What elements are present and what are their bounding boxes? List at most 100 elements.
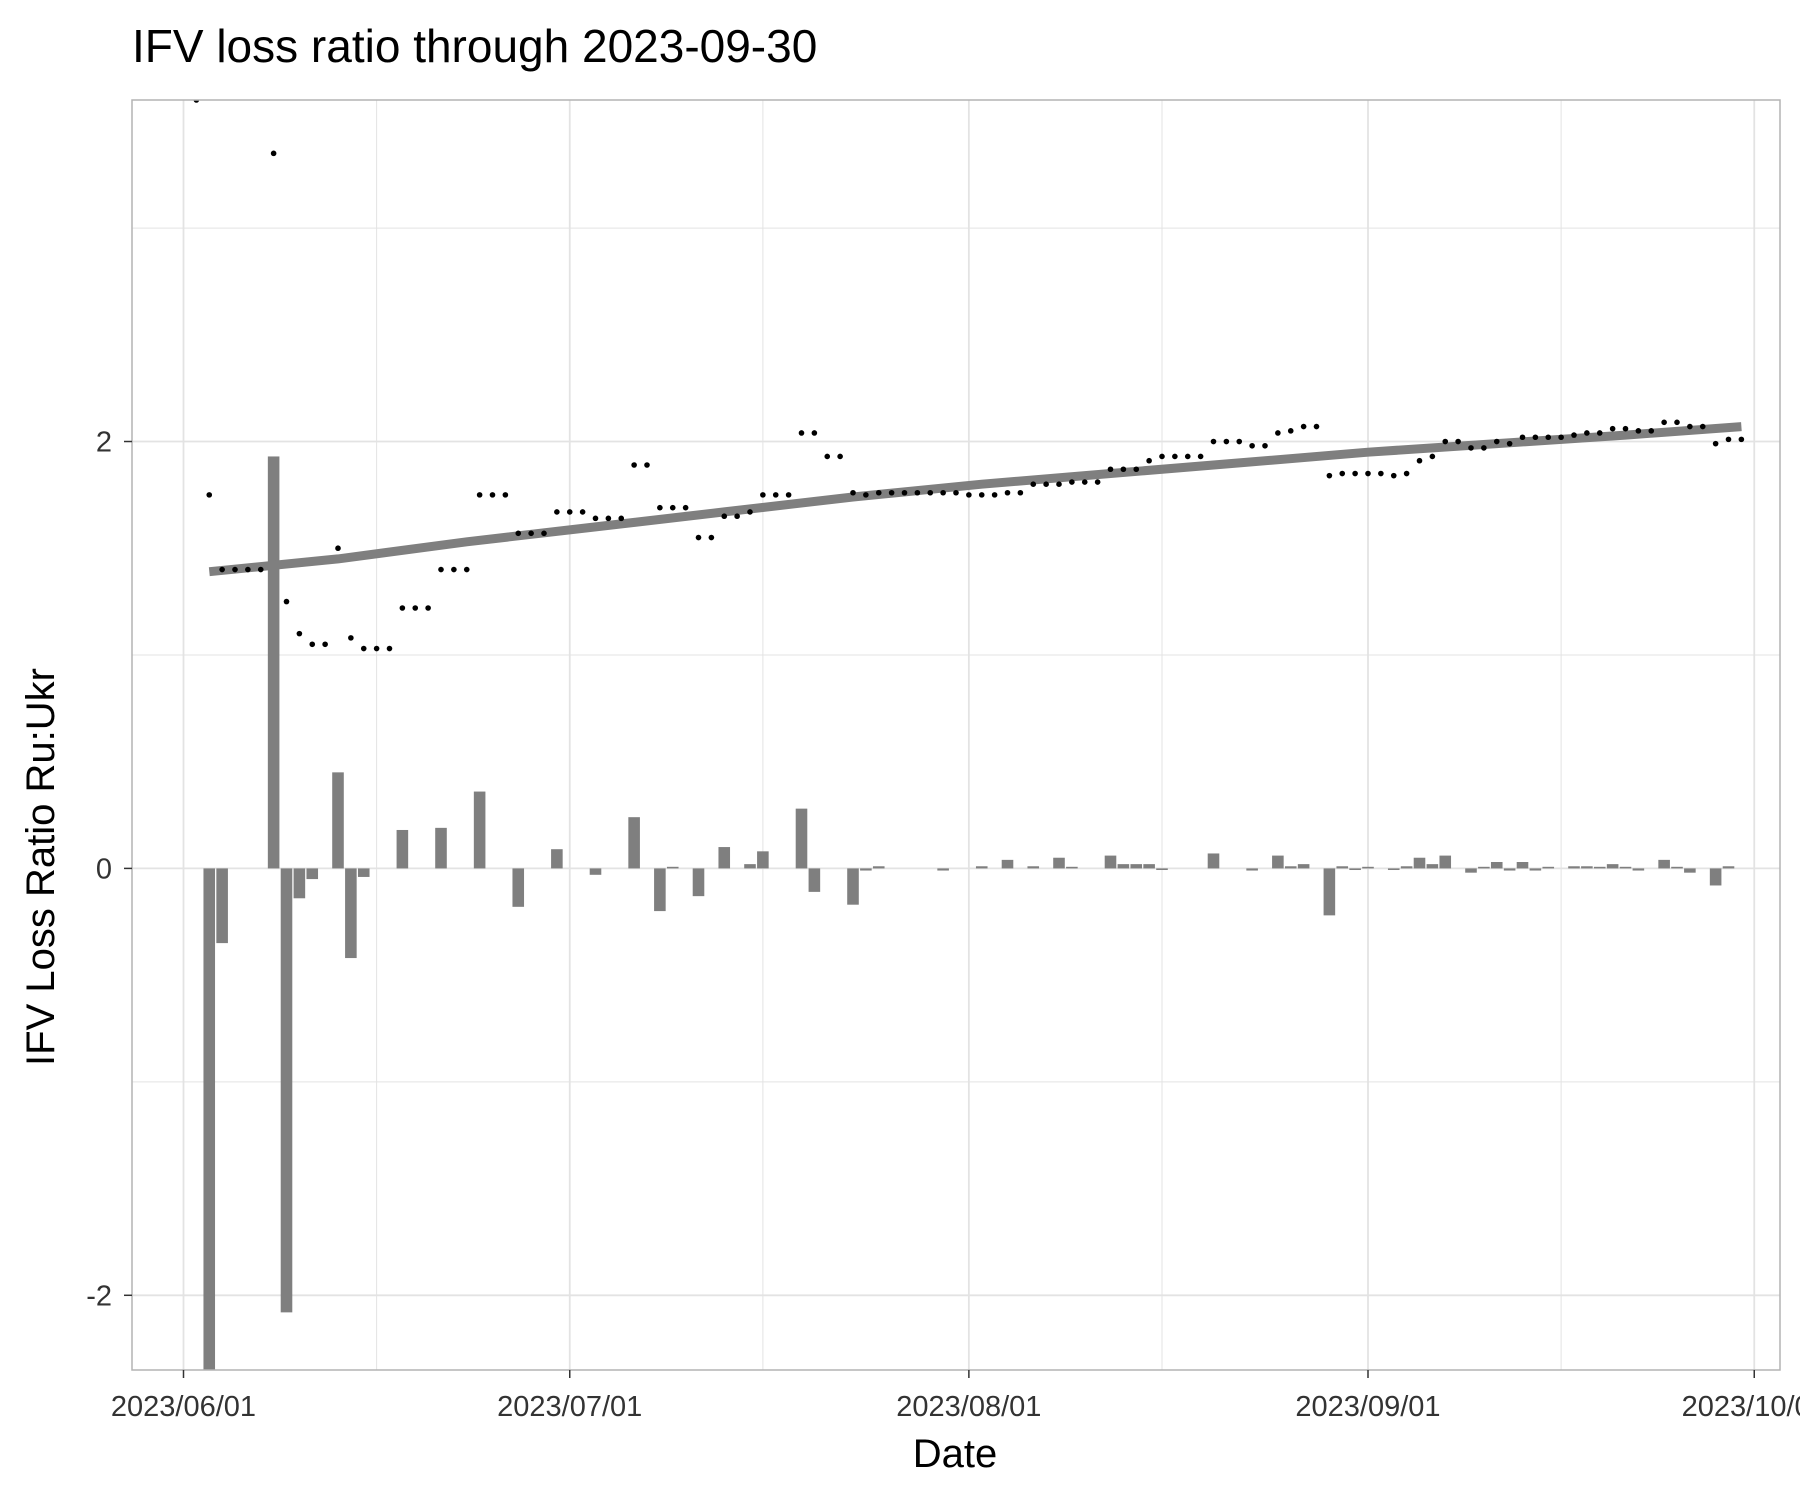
data-point [1481,445,1487,451]
y-tick-label: 2 [96,427,112,459]
data-point [1558,434,1564,441]
bar [654,868,666,912]
bar [872,866,885,869]
bar [1568,866,1580,869]
data-point [631,462,637,468]
data-point [1609,425,1616,432]
x-axis-tick-labels: 2023/06/01 2023/07/01 2023/08/01 2023/09/01… [111,1370,1800,1423]
bar [1619,866,1632,869]
data-point [463,566,470,573]
data-point [991,492,998,498]
data-point [914,489,921,496]
data-point [1352,470,1358,477]
data-point [966,492,972,498]
y-axis-tick-labels: -2 0 2 [86,427,132,1312]
bar [1542,866,1555,869]
x-tick-label: 2023/07/01 [497,1391,642,1423]
bar [628,817,640,869]
bar [744,864,756,869]
data-point [257,566,264,573]
data-point [953,489,959,496]
data-point [541,530,547,537]
bar [216,868,228,944]
bar [396,829,409,869]
data-point [1712,440,1719,447]
bar [1349,868,1361,871]
bar [435,827,447,869]
bar [1658,859,1670,869]
bar [1336,866,1349,869]
data-point [657,504,663,511]
data-point [1635,428,1642,434]
bar [1465,868,1477,873]
bar [1478,866,1490,869]
data-point [1738,436,1745,443]
data-point [1133,466,1140,473]
bar [795,808,808,869]
bar [1156,868,1168,871]
bar-series [203,456,1735,1370]
bar [1490,862,1503,869]
point-series [193,100,1745,652]
bar [1671,866,1683,869]
bar [332,772,344,869]
data-point [1506,440,1513,447]
data-point [1390,472,1397,479]
data-point [1687,423,1693,430]
data-point [901,489,908,496]
bar [357,868,370,877]
data-point [1493,438,1500,445]
data-point [837,453,843,460]
bar [203,868,216,1370]
data-point [721,513,728,520]
data-point [309,641,316,648]
bar [666,866,679,869]
bar [280,868,293,1313]
data-point [386,645,393,652]
bar [589,868,602,875]
data-point [592,515,599,522]
data-point [476,492,483,498]
data-point [554,509,560,515]
x-tick-label: 2023/10/01 [1682,1391,1800,1423]
data-point [1661,419,1667,426]
bar [1207,853,1220,869]
data-point [348,635,354,641]
data-point [888,489,895,496]
y-tick-label: 0 [96,853,112,885]
bar [345,868,357,959]
data-point [1468,445,1474,451]
bar [1593,866,1606,869]
data-point [1622,425,1629,432]
data-point [1249,442,1255,449]
data-point [682,504,689,511]
data-point [747,509,753,515]
bar [1426,864,1439,869]
bar [1581,866,1593,869]
data-point [206,492,213,498]
bar [1684,868,1696,873]
data-point [1184,453,1191,460]
bar [1503,868,1516,871]
bar [1632,868,1645,871]
data-point [1146,457,1152,464]
bar [1439,855,1452,869]
bar [1001,859,1014,869]
bar [1387,868,1400,871]
bar [551,849,563,869]
data-point [1236,438,1243,445]
data-point [1069,479,1075,485]
data-point [1004,489,1011,496]
data-point [270,150,277,157]
data-point [360,645,367,652]
bar [847,868,859,905]
y-tick-label: -2 [86,1280,112,1312]
data-point [1442,438,1449,445]
data-point [373,645,380,652]
data-point [245,566,251,573]
data-point [644,462,650,468]
data-point [502,492,509,498]
data-point [1287,428,1294,434]
bar [1722,866,1735,869]
